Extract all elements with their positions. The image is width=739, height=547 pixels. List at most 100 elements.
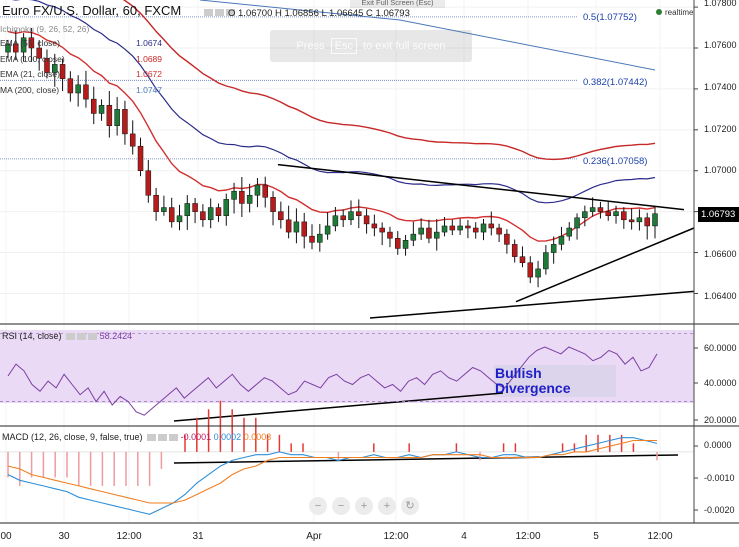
- x-tick: 12:00: [383, 531, 409, 542]
- legend-ichimoku[interactable]: Ichimoku (9, 26, 52, 26): [0, 24, 89, 34]
- zoom-out-icon[interactable]: −: [332, 497, 350, 515]
- legend-label: EMA (55, close): [0, 38, 60, 48]
- ohlc-values: O 1.06700 H 1.06856 L 1.06645 C 1.06793: [228, 8, 410, 19]
- legend-value: 1.0674: [136, 38, 162, 48]
- ema21-line: [7, 30, 656, 242]
- macd-indicator: [0, 400, 694, 515]
- candle-down: [465, 225, 471, 229]
- candle-up: [161, 207, 167, 212]
- x-tick: 12:00: [647, 531, 673, 542]
- close-icon[interactable]: [88, 333, 98, 341]
- candle-up: [433, 231, 440, 239]
- legend-label: Ichimoku (9, 26, 52, 26): [0, 24, 90, 34]
- settings-icon[interactable]: [147, 434, 157, 442]
- fib-label-236: 0.236(1.07058): [583, 156, 648, 167]
- eye-icon[interactable]: [215, 9, 224, 17]
- y-tick-price: 1.07000: [704, 165, 737, 175]
- legend-label: MACD (12, 26, close, 9, false, true): [2, 432, 143, 442]
- settings-icon[interactable]: [66, 333, 76, 341]
- candle-down: [67, 78, 74, 94]
- scroll-right-icon[interactable]: +: [378, 497, 396, 515]
- candle-down: [90, 98, 97, 114]
- candle-up: [402, 240, 409, 249]
- candle-up: [410, 233, 417, 241]
- y-tick-macd: -0.0010: [704, 473, 735, 483]
- macd-legend[interactable]: MACD (12, 26, close, 9, false, true) -0.…: [2, 432, 271, 442]
- candle-down: [363, 215, 370, 225]
- x-tick: 4: [461, 531, 467, 542]
- y-tick-macd: 0.0000: [704, 440, 732, 450]
- candle-up: [582, 211, 588, 219]
- status-dot-icon: [656, 9, 662, 15]
- close-icon[interactable]: [169, 434, 179, 442]
- close-icon[interactable]: [226, 9, 235, 17]
- candle-up: [20, 37, 27, 53]
- fib-label-382: 0.382(1.07442): [583, 77, 648, 88]
- x-tick: Apr: [306, 531, 322, 542]
- legend-value: 1.0747: [136, 85, 162, 95]
- macd-line-value: 0.0002: [213, 432, 242, 442]
- candle-down: [301, 221, 307, 237]
- chart-title: Euro FX/U.S. Dollar, 60, FXCM: [2, 3, 182, 18]
- macd-trendline: [173, 454, 679, 464]
- candle-down: [83, 84, 89, 100]
- candle-down: [511, 244, 518, 257]
- moving-average-lines: [7, 0, 656, 242]
- candle-down: [426, 227, 432, 239]
- annotation-line: Bullish: [495, 365, 542, 381]
- reset-icon[interactable]: ↻: [401, 497, 419, 515]
- ma200-line: [199, 0, 656, 71]
- candle-up: [566, 227, 573, 237]
- candle-up: [114, 109, 120, 126]
- candle-down: [644, 217, 650, 227]
- rsi-value: 58.2424: [99, 331, 133, 341]
- overlay-esc-key: Esc: [330, 38, 357, 54]
- candle-down: [59, 64, 66, 79]
- y-tick-price: 1.06600: [704, 249, 737, 259]
- y-tick-price: 1.07200: [704, 124, 737, 134]
- legend-ema100[interactable]: EMA (100, close) 1.0689: [0, 54, 162, 64]
- candle-up: [317, 233, 323, 243]
- candle-up: [550, 244, 557, 253]
- trendlines: [173, 163, 695, 464]
- bullish-divergence-annotation: Bullish Divergence: [495, 366, 570, 396]
- panel-separators: [0, 0, 739, 524]
- candle-up: [574, 217, 580, 229]
- candle-down: [488, 223, 495, 229]
- overlay-press-text: Press: [296, 40, 325, 52]
- candle-up: [5, 43, 11, 53]
- eye-icon[interactable]: [158, 434, 168, 442]
- legend-label: EMA (100, close): [0, 54, 65, 64]
- title-indicator-icons[interactable]: [202, 7, 235, 17]
- y-tick-rsi: 60.0000: [704, 343, 737, 353]
- candle-down: [387, 231, 393, 239]
- legend-ma200[interactable]: MA (200, close) 1.0747: [0, 85, 162, 95]
- candle-down: [262, 184, 268, 198]
- candle-down: [153, 195, 159, 212]
- zoom-in-icon[interactable]: +: [355, 497, 373, 515]
- candle-up: [652, 213, 658, 227]
- settings-icon[interactable]: [204, 9, 213, 17]
- candle-down: [192, 203, 198, 212]
- candle-down: [200, 211, 206, 221]
- candle-down: [621, 211, 627, 221]
- scroll-left-icon[interactable]: −: [309, 497, 327, 515]
- fullscreen-overlay[interactable]: Press Esc to exit full screen: [270, 30, 472, 62]
- x-tick: 31: [192, 531, 204, 542]
- macd-hist-value: -0.0001: [180, 432, 212, 442]
- resistance-trendline: [277, 163, 685, 211]
- candle-down: [239, 190, 245, 204]
- exit-fullscreen-hint[interactable]: Exit Full Screen (Esc): [350, 0, 445, 8]
- ema55-line: [11, 0, 656, 204]
- x-tick: 12:00: [515, 531, 541, 542]
- rsi-legend[interactable]: RSI (14, close) 58.2424: [2, 331, 132, 341]
- candle-up: [223, 199, 230, 216]
- candle-down: [168, 207, 175, 223]
- candle-up: [176, 215, 183, 223]
- legend-value: 1.0689: [136, 54, 162, 64]
- eye-icon[interactable]: [77, 333, 87, 341]
- candle-down: [13, 43, 19, 53]
- legend-ema21[interactable]: EMA (21, close) 1.0672: [0, 69, 162, 79]
- legend-ema55[interactable]: EMA (55, close) 1.0674: [0, 38, 162, 48]
- candle-down: [285, 219, 292, 233]
